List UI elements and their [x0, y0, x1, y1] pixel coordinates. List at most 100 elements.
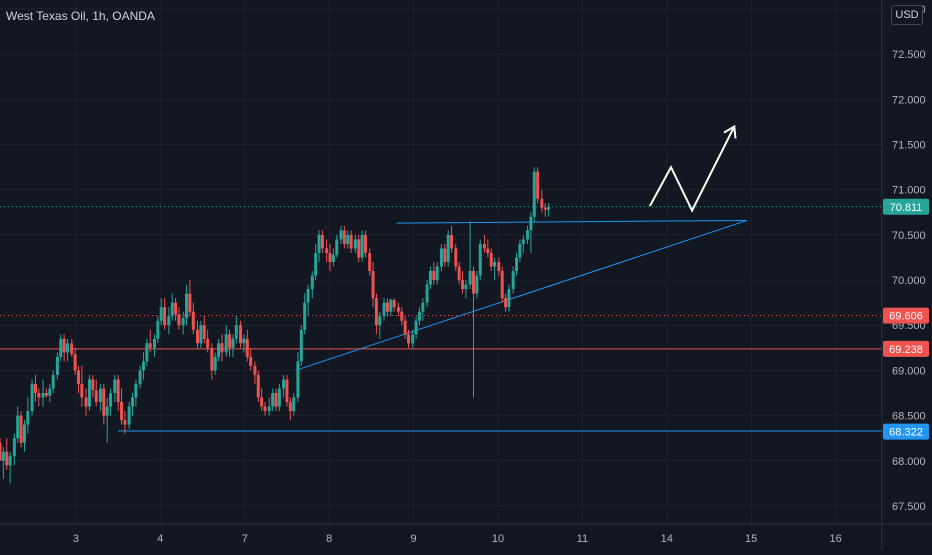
candle [468, 221, 472, 290]
candle-body [102, 388, 106, 416]
candle-body [228, 334, 232, 348]
candle [310, 271, 314, 299]
candle [260, 388, 264, 412]
candle-body [131, 397, 135, 407]
candle [507, 284, 511, 312]
x-tick-label: 14 [661, 533, 673, 545]
candle [249, 347, 253, 371]
candle [536, 167, 540, 204]
x-tick-label: 4 [157, 533, 163, 545]
price-labels: 70.811 69.606 69.238 68.322 [883, 198, 929, 440]
candle [191, 302, 195, 335]
candle-body [314, 252, 318, 276]
candle-body [482, 243, 486, 249]
candle-body [435, 266, 439, 281]
candle-body [443, 248, 447, 262]
candle [475, 271, 479, 299]
currency-button[interactable]: USD [891, 5, 923, 25]
candle [461, 271, 465, 294]
candle [44, 388, 48, 398]
candle [489, 248, 493, 272]
candle [245, 329, 249, 362]
candle-body [210, 347, 214, 371]
candle-body [335, 239, 339, 255]
candle-body [392, 299, 396, 308]
candle [529, 212, 533, 253]
candle-body [66, 343, 70, 353]
candle [385, 298, 389, 317]
candle [239, 320, 243, 348]
candle [526, 225, 530, 244]
candle [91, 374, 95, 398]
y-tick-label: 72.500 [892, 49, 926, 61]
candle [62, 334, 66, 362]
candle [234, 316, 238, 344]
candle [134, 379, 138, 407]
candle [478, 239, 482, 281]
price-label-text: 69.606 [889, 311, 923, 323]
y-tick-label: 72.000 [892, 94, 926, 106]
candle [428, 266, 432, 290]
candle-body [105, 406, 109, 416]
x-tick-label: 15 [745, 533, 757, 545]
candle-body [461, 280, 465, 290]
candle [500, 266, 504, 303]
candle [400, 307, 404, 326]
candle [127, 402, 131, 430]
candle [303, 293, 307, 335]
candle [432, 262, 436, 285]
candle-body [493, 262, 497, 267]
candle-body [80, 383, 84, 398]
candle-body [464, 284, 468, 290]
candle [181, 311, 185, 335]
candle [12, 433, 16, 466]
candle [177, 307, 181, 330]
candle [231, 334, 235, 357]
candle [471, 266, 475, 398]
price-label-bg [883, 198, 929, 215]
candle-body [540, 198, 544, 208]
candle [138, 365, 142, 389]
candle [277, 383, 281, 412]
candle-body [303, 302, 307, 330]
candle [425, 280, 429, 308]
candle-body [468, 271, 472, 285]
candle [84, 388, 88, 416]
candle [163, 298, 167, 330]
candle-body [213, 356, 217, 371]
projection-arrow [649, 124, 737, 213]
y-tick-label: 70.500 [892, 230, 926, 242]
candle [374, 293, 378, 335]
candle [51, 370, 55, 393]
candle-body [191, 311, 195, 330]
candle-body [245, 338, 249, 357]
candle-body [98, 388, 102, 403]
candle-body [328, 252, 332, 262]
candle-body [385, 302, 389, 312]
candle-body [274, 393, 278, 407]
candle [368, 248, 372, 276]
candle [213, 352, 217, 375]
candle-body [8, 456, 12, 466]
candle-body [371, 271, 375, 299]
price-label: 69.238 [883, 340, 929, 357]
candle [317, 230, 321, 262]
arrow-head [723, 124, 737, 139]
candle [396, 302, 400, 317]
candle-body [188, 293, 192, 312]
candle [331, 248, 335, 267]
candle [59, 334, 63, 362]
candle [299, 325, 303, 366]
candle-body [457, 266, 461, 281]
x-tick-label: 3 [73, 533, 79, 545]
candle [102, 383, 106, 425]
candle-body [231, 338, 235, 348]
candle-body [357, 239, 361, 258]
candle [73, 347, 77, 375]
candle [141, 352, 145, 380]
candle [109, 388, 113, 416]
candle [435, 262, 439, 285]
